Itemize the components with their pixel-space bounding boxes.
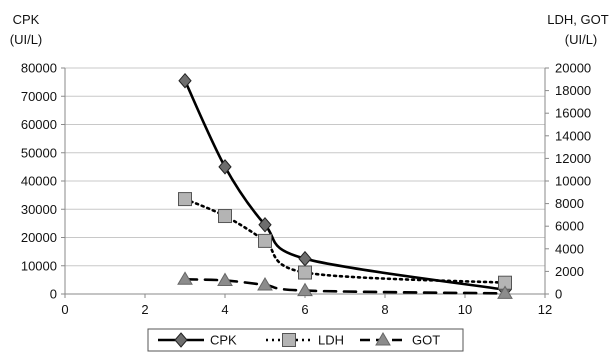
right-axis-title: LDH, GOT (UI/L) [547,12,608,47]
x-tick-label: 6 [301,302,308,317]
ldh-point [298,265,312,280]
cpk-point [218,159,232,175]
cpk-point [298,250,312,267]
y-right-tick-label: 6000 [555,219,584,234]
y-right-tick-label: 16000 [555,106,591,121]
legend-got-point [375,332,391,346]
ldh-point [178,192,192,207]
ldh-point [258,233,272,248]
y-right-tick-label: 12000 [555,151,591,166]
series-markers [177,72,513,299]
x-tick-label: 2 [141,302,148,317]
got-point [177,271,193,285]
got-point [297,282,313,297]
x-tick-label: 12 [538,302,552,317]
y-right-tick-label: 8000 [555,196,584,211]
y-left-tick-label: 50000 [21,145,57,160]
y-right-tick-label: 20000 [555,61,591,76]
legend-ldh-point [282,333,296,347]
right-axis-title-line1: LDH, GOT [547,12,608,27]
gridlines [65,67,545,267]
y-left-tick-label: 80000 [21,61,57,76]
y-right-tick-label: 18000 [555,83,591,98]
x-tick-label: 8 [381,302,388,317]
cpk-line [183,79,507,292]
legend-ldh-label: LDH [318,333,344,348]
got-point [257,276,273,291]
y-left-tick-label: 70000 [21,89,57,104]
legend-cpk-label: CPK [210,333,237,348]
legend: CPK LDH GOT [147,328,464,352]
right-axis-title-line2: (UI/L) [565,32,598,47]
tick-labels: 0100002000030000400005000060000700008000… [21,61,591,318]
y-right-tick-label: 4000 [555,241,584,256]
legend-cpk-point [174,332,188,348]
left-axis-title: CPK (UI/L) [10,12,43,47]
got-line [183,278,507,295]
y-left-tick-label: 0 [50,287,57,302]
y-left-tick-label: 30000 [21,202,57,217]
ldh-line [183,197,507,284]
y-right-tick-label: 10000 [555,174,591,189]
y-left-tick-label: 40000 [21,174,57,189]
legend-got-label: GOT [412,333,440,348]
got-point [217,272,233,286]
y-left-tick-label: 60000 [21,117,57,132]
y-left-tick-label: 20000 [21,230,57,245]
series-lines [183,79,507,295]
ldh-point [218,209,232,224]
cpk-point [258,217,272,233]
left-axis-title-line1: CPK [13,12,40,27]
left-axis-title-line2: (UI/L) [10,32,43,47]
x-tick-label: 10 [458,302,472,317]
y-right-tick-label: 2000 [555,264,584,279]
y-right-tick-label: 0 [555,287,562,302]
x-tick-label: 0 [61,302,68,317]
y-left-tick-label: 10000 [21,258,57,273]
cpk-point [178,72,192,89]
y-right-tick-label: 14000 [555,128,591,143]
got-point [497,285,513,299]
x-tick-label: 4 [221,302,228,317]
